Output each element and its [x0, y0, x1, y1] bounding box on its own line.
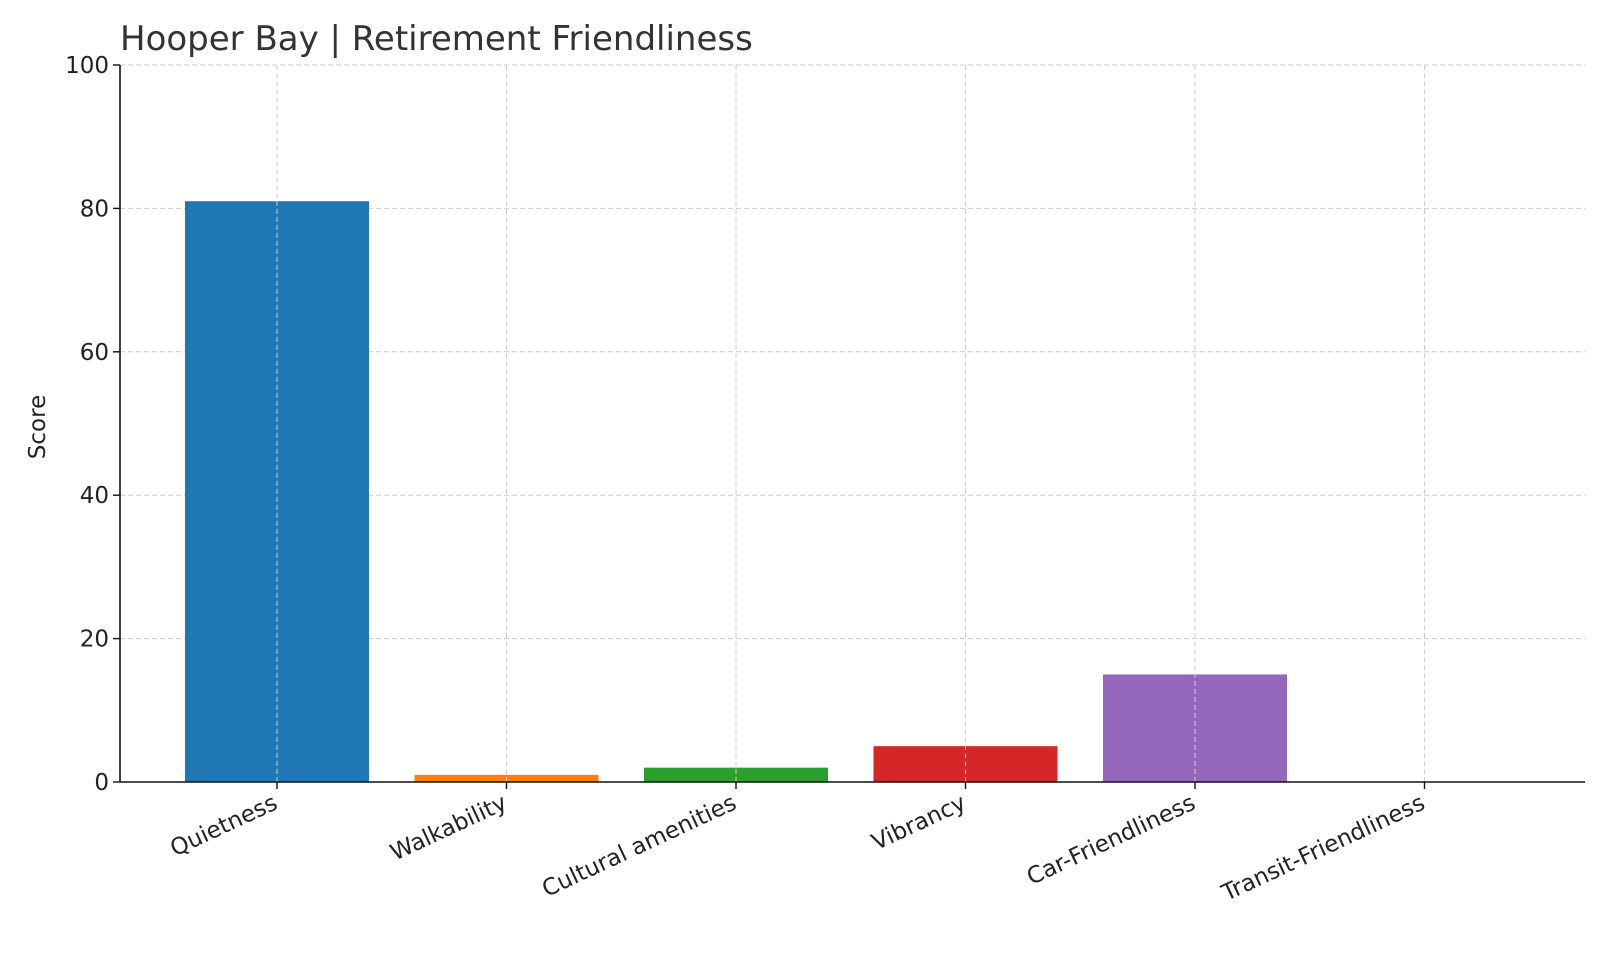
- y-tick-label: 20: [80, 627, 109, 653]
- axis-layer: [119, 65, 1585, 783]
- y-tick-label: 80: [80, 196, 109, 222]
- x-tick-label: Quietness: [166, 790, 281, 862]
- x-tick-label: Walkability: [387, 790, 511, 866]
- y-tick-label: 0: [94, 770, 109, 796]
- x-tick-label: Car-Friendliness: [1023, 790, 1200, 891]
- x-tick-layer: Quietness Walkability Cultural amenities Vi…: [166, 782, 1429, 907]
- y-tick-label: 60: [80, 340, 109, 366]
- y-axis-label: Score: [25, 395, 51, 459]
- x-tick-label: Cultural amenities: [538, 790, 740, 903]
- bar-cultural-amenities: [644, 767, 828, 782]
- y-tick-label: 40: [80, 483, 109, 509]
- chart-title: Hooper Bay | Retirement Friendliness: [120, 19, 753, 59]
- y-tick-layer: 0 20 40 60 80 100: [65, 53, 120, 796]
- x-tick-label: Vibrancy: [868, 790, 970, 856]
- x-tick-label: Transit-Friendliness: [1217, 790, 1429, 907]
- y-tick-label: 100: [65, 53, 109, 79]
- bar-layer: [185, 65, 1425, 783]
